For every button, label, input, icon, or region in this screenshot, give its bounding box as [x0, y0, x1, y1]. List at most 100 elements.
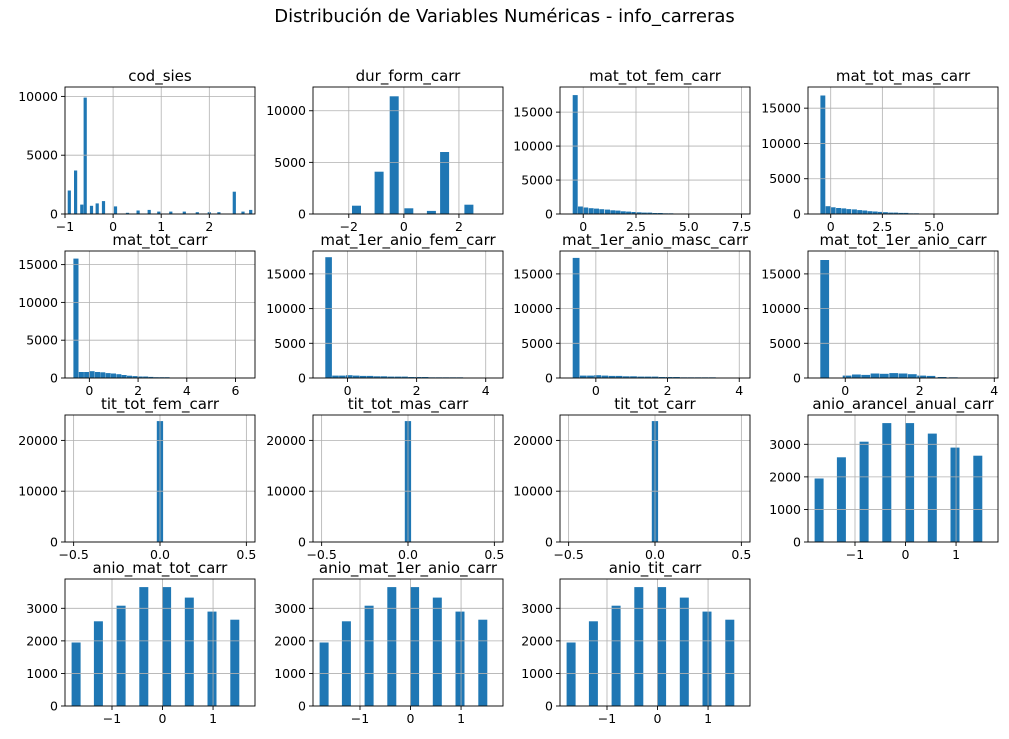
y-tick-label: 0 — [793, 535, 801, 550]
histogram-bar — [658, 377, 666, 378]
subplot-mat_tot_fem_carr: 0 2.5 5.0 7.5 0 5000 10000 15000 mat_tot_fem_car… — [513, 67, 751, 234]
y-tick-label: 1000 — [274, 666, 306, 681]
y-tick-label: 3000 — [274, 601, 306, 616]
subplot-dur_form_carr: −2 0 2 0 5000 10000 dur_form_carr — [266, 67, 504, 234]
histogram-bar — [814, 478, 824, 542]
histogram-bar — [346, 375, 353, 378]
histogram-bar — [105, 373, 111, 378]
axes-frame — [64, 250, 256, 379]
y-tick-label: 10000 — [513, 139, 553, 154]
histogram-bar — [94, 372, 100, 378]
x-tick-label: 0.5 — [236, 547, 256, 562]
subplot-title: tit_tot_fem_carr — [101, 395, 220, 414]
histogram-bar — [401, 376, 408, 378]
histogram-bar — [898, 212, 904, 214]
histogram-bar — [162, 587, 172, 706]
histogram-bar — [862, 210, 868, 214]
y-tick-label: 10000 — [513, 301, 553, 316]
histogram-bar — [883, 212, 888, 214]
histogram-bar — [588, 208, 594, 214]
subplot-mat_tot_carr: 0 2 4 6 0 5000 10000 15000 mat_tot_carr — [18, 231, 256, 398]
y-tick-label: 5000 — [521, 336, 553, 351]
histogram-bar — [888, 212, 894, 214]
subplot-title: mat_tot_carr — [112, 231, 208, 250]
axes-frame — [559, 86, 751, 215]
subplot-title: tit_tot_carr — [614, 395, 696, 414]
histogram-bar — [846, 209, 852, 214]
histogram-bar — [232, 191, 236, 214]
axes-frame — [807, 86, 999, 215]
histogram-bar — [195, 212, 199, 214]
histogram-bar — [116, 605, 126, 706]
x-tick-label: 1 — [457, 711, 465, 726]
x-tick-label: 0.0 — [398, 547, 418, 562]
histogram-bar — [725, 619, 735, 706]
histogram-bar — [71, 642, 81, 706]
histogram-bar — [852, 209, 857, 214]
histogram-bar — [861, 374, 871, 378]
histogram-bar — [889, 373, 899, 378]
histogram-bar — [113, 206, 118, 214]
histogram-bar — [184, 597, 194, 706]
histogram-bar — [615, 210, 621, 214]
y-tick-label: 2000 — [274, 633, 306, 648]
x-tick-label: −1 — [846, 547, 864, 562]
histogram-bar — [394, 376, 401, 378]
histogram-bar — [836, 208, 841, 214]
x-tick-label: −1 — [103, 711, 121, 726]
x-tick-label: 0 — [400, 219, 408, 234]
histogram-bar — [652, 213, 658, 214]
histogram-bar — [852, 374, 861, 378]
histogram-bar — [820, 95, 826, 214]
y-tick-label: 0 — [50, 371, 58, 386]
histogram-bar — [339, 375, 346, 378]
y-tick-label: 10000 — [18, 295, 58, 310]
histogram-bar — [143, 376, 149, 378]
x-tick-label: 1 — [704, 711, 712, 726]
x-tick-label: 4 — [990, 383, 998, 398]
y-tick-label: 5000 — [521, 173, 553, 188]
axes-frame — [807, 414, 999, 543]
histogram-bar — [249, 209, 253, 214]
histogram-bar — [673, 377, 680, 378]
y-tick-label: 15000 — [513, 266, 553, 281]
x-tick-label: 0.5 — [731, 547, 751, 562]
x-tick-label: 1 — [209, 711, 217, 726]
histogram-bar — [626, 211, 632, 214]
histogram-bar — [100, 372, 106, 378]
histogram-bar — [432, 597, 442, 706]
histogram-bar — [836, 457, 846, 542]
histogram-bar — [404, 208, 414, 214]
y-tick-label: 10000 — [513, 484, 553, 499]
histogram-bar — [325, 257, 332, 378]
x-tick-label: 2 — [134, 383, 142, 398]
histogram-bar — [651, 376, 659, 378]
histogram-bar — [101, 201, 106, 214]
histogram-bar — [110, 373, 116, 378]
histogram-bar — [636, 212, 642, 214]
histogram-bar — [898, 373, 908, 378]
histogram-bar — [125, 212, 130, 214]
histogram-bar — [572, 257, 580, 378]
subplot-title: mat_tot_1er_anio_carr — [819, 231, 987, 250]
histogram-bar — [877, 211, 883, 214]
subplot-title: mat_1er_anio_fem_carr — [320, 231, 496, 250]
axes-frame — [64, 86, 256, 215]
y-tick-label: 1000 — [26, 666, 58, 681]
y-tick-label: 0 — [793, 371, 801, 386]
histogram-bar — [319, 642, 329, 706]
histogram-bar — [387, 376, 394, 378]
histogram-bar — [89, 205, 94, 214]
histogram-bar — [583, 207, 589, 214]
y-tick-label: 3000 — [769, 437, 801, 452]
histogram-bar — [608, 375, 616, 378]
histogram-bar — [415, 377, 422, 378]
x-tick-label: 0 — [841, 383, 849, 398]
histogram-bar — [820, 260, 830, 378]
x-tick-label: 2 — [916, 383, 924, 398]
subplot-title: dur_form_carr — [356, 67, 462, 86]
histogram-bar — [841, 208, 847, 214]
histogram-bar — [73, 258, 79, 378]
